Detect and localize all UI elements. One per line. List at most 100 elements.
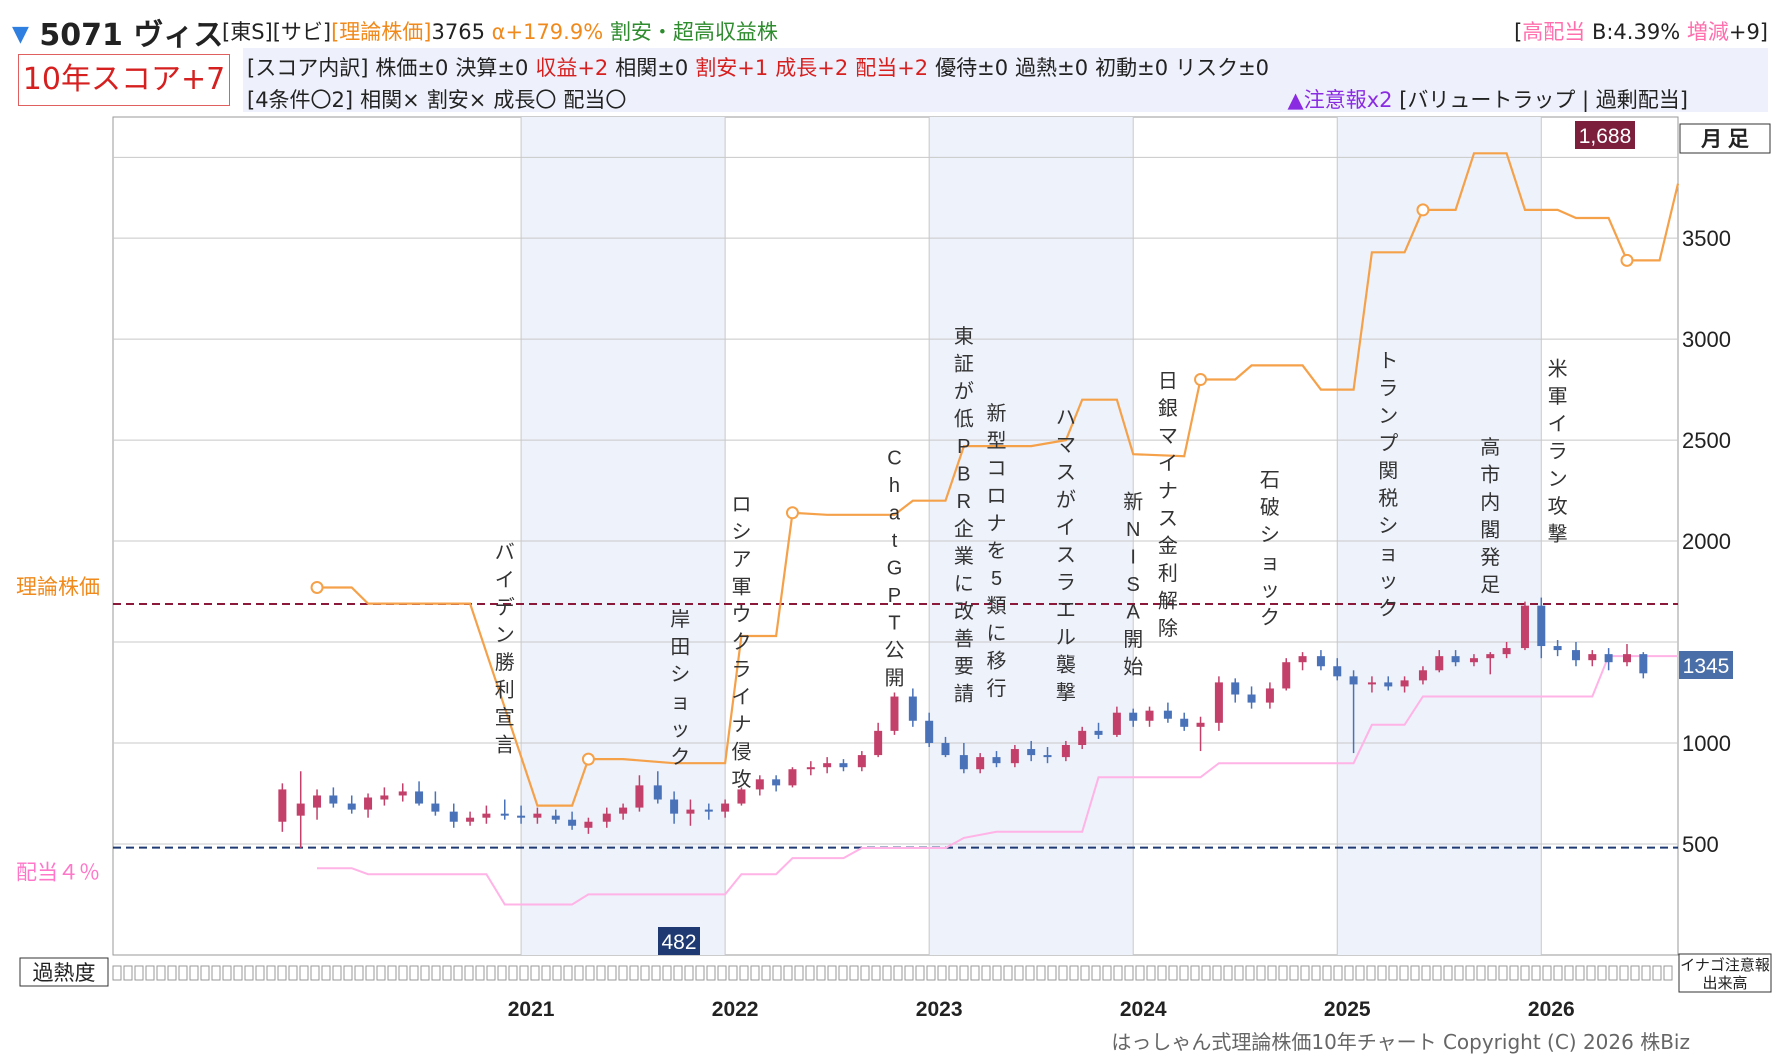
theory-marker — [1620, 253, 1634, 267]
y-tick-label: 3000 — [1682, 327, 1731, 352]
overheat-cell — [409, 965, 419, 981]
theory-marker — [785, 506, 799, 520]
overheat-cell — [915, 965, 925, 981]
candle-body — [278, 789, 287, 822]
overheat-cell — [321, 965, 331, 981]
event-annotation-char-2: イ — [731, 686, 751, 708]
candle-body — [1537, 605, 1546, 647]
overheat-cell — [145, 965, 155, 981]
event-annotation-char-3: a — [889, 502, 901, 524]
overheat-cell — [1190, 965, 1200, 981]
event-annotation-char-8: 解 — [1158, 590, 1178, 613]
candle-body — [1094, 730, 1103, 735]
overheat-cell — [1553, 965, 1563, 981]
current-price-badge-bg — [1679, 651, 1733, 679]
candle-body — [1078, 730, 1087, 745]
header-title-row: ▼ 5071 ヴィス — [12, 10, 223, 54]
event-annotation-char-9: ッ — [1260, 580, 1280, 602]
overheat-cell — [1421, 965, 1431, 981]
candle-body — [602, 813, 611, 822]
event-annotation-char-0: 宣 — [495, 706, 515, 729]
four-conditions-line: [4条件〇2] 相関× 割安× 成長〇 配当〇 — [247, 84, 633, 114]
overheat-cell — [332, 965, 342, 981]
event-annotation-char-1: ョ — [670, 691, 690, 713]
delta-value: +9] — [1728, 20, 1768, 44]
overheat-cell — [970, 965, 980, 981]
candle-body — [1145, 710, 1154, 721]
candle-body — [1604, 654, 1613, 663]
candle-body — [449, 811, 458, 822]
candle-body — [1502, 648, 1511, 655]
overheat-cell — [750, 965, 760, 981]
score-item-3: 収益+2 — [535, 56, 609, 80]
candle-body — [839, 763, 848, 768]
overheat-cell — [134, 965, 144, 981]
overheat-cell — [1146, 965, 1156, 981]
overheat-cell — [1443, 965, 1453, 981]
event-annotation-char-12: ン — [1548, 468, 1568, 490]
event-annotation-char-1: ッ — [670, 719, 690, 741]
overheat-cell — [552, 965, 562, 981]
overheat-cell — [794, 965, 804, 981]
event-annotation-char-4: 改 — [954, 600, 974, 623]
event-annotation-char-2: 侵 — [731, 740, 751, 763]
overheat-cell — [442, 965, 452, 981]
event-annotation-char-0: ン — [495, 625, 515, 647]
event-annotation-char-8: 銀 — [1158, 397, 1178, 420]
overheat-cell — [640, 965, 650, 981]
event-annotation-char-5: ナ — [987, 513, 1007, 535]
candle-body — [1265, 688, 1274, 703]
event-annotation-char-9: 破 — [1260, 496, 1280, 519]
overheat-cell — [1168, 965, 1178, 981]
caution-label: ▲注意報x2 — [1287, 88, 1393, 112]
event-annotation-char-10: ラ — [1378, 378, 1398, 400]
event-annotation-char-3: G — [887, 557, 903, 579]
overheat-cell — [310, 965, 320, 981]
year-shade-2 — [1337, 117, 1542, 955]
overheat-cell — [1234, 965, 1244, 981]
event-annotation-char-10: シ — [1378, 515, 1398, 537]
event-annotation-char-5: 型 — [987, 429, 1007, 452]
overheat-cell — [1091, 965, 1101, 981]
overheat-cell — [343, 965, 353, 981]
period-toggle-label: 月 足 — [1700, 128, 1749, 151]
event-annotation-char-7: 始 — [1123, 656, 1143, 679]
candle-body — [517, 815, 526, 818]
score-item-11: リスク±0 — [1175, 56, 1270, 80]
candle-body — [1367, 682, 1376, 685]
candle-body — [721, 803, 730, 812]
overheat-cell — [618, 965, 628, 981]
overheat-cell — [827, 965, 837, 981]
overheat-cell — [1080, 965, 1090, 981]
overheat-cell — [233, 965, 243, 981]
event-annotation-char-0: 勝 — [495, 651, 515, 674]
event-annotation-char-8: 金 — [1158, 535, 1178, 558]
period-low-badge-bg — [658, 927, 700, 955]
overheat-cell — [805, 965, 815, 981]
overheat-cell — [1476, 965, 1486, 981]
event-annotation-char-0: 言 — [495, 734, 515, 757]
event-annotation-char-4: 善 — [954, 628, 974, 651]
overheat-cell — [860, 965, 870, 981]
score-item-2: 決算±0 — [455, 56, 529, 80]
event-annotation-char-8: ナ — [1158, 481, 1178, 503]
score-item-9: 過熱±0 — [1015, 56, 1089, 80]
year-shade-1 — [929, 117, 1134, 955]
condition-item-1: 相関× — [360, 88, 420, 112]
candle-body — [772, 779, 781, 786]
event-annotation-char-6: 襲 — [1056, 653, 1076, 676]
overheat-cell — [1113, 965, 1123, 981]
candle-body — [976, 757, 985, 770]
event-annotation-char-6: ハ — [1056, 407, 1076, 429]
overheat-cell — [1498, 965, 1508, 981]
score-item-0: [スコア内訳] — [247, 56, 369, 80]
period-toggle-button[interactable]: 月 足 — [1679, 123, 1771, 154]
overheat-cell — [574, 965, 584, 981]
candle-body — [1010, 749, 1019, 764]
event-annotation-char-4: 企 — [954, 518, 974, 541]
candle-body — [635, 785, 644, 808]
condition-item-0: [4条件〇2] — [247, 88, 354, 112]
event-annotation-char-8: マ — [1158, 426, 1178, 448]
overheat-cell — [1322, 965, 1332, 981]
overheat-cell — [1663, 965, 1673, 981]
